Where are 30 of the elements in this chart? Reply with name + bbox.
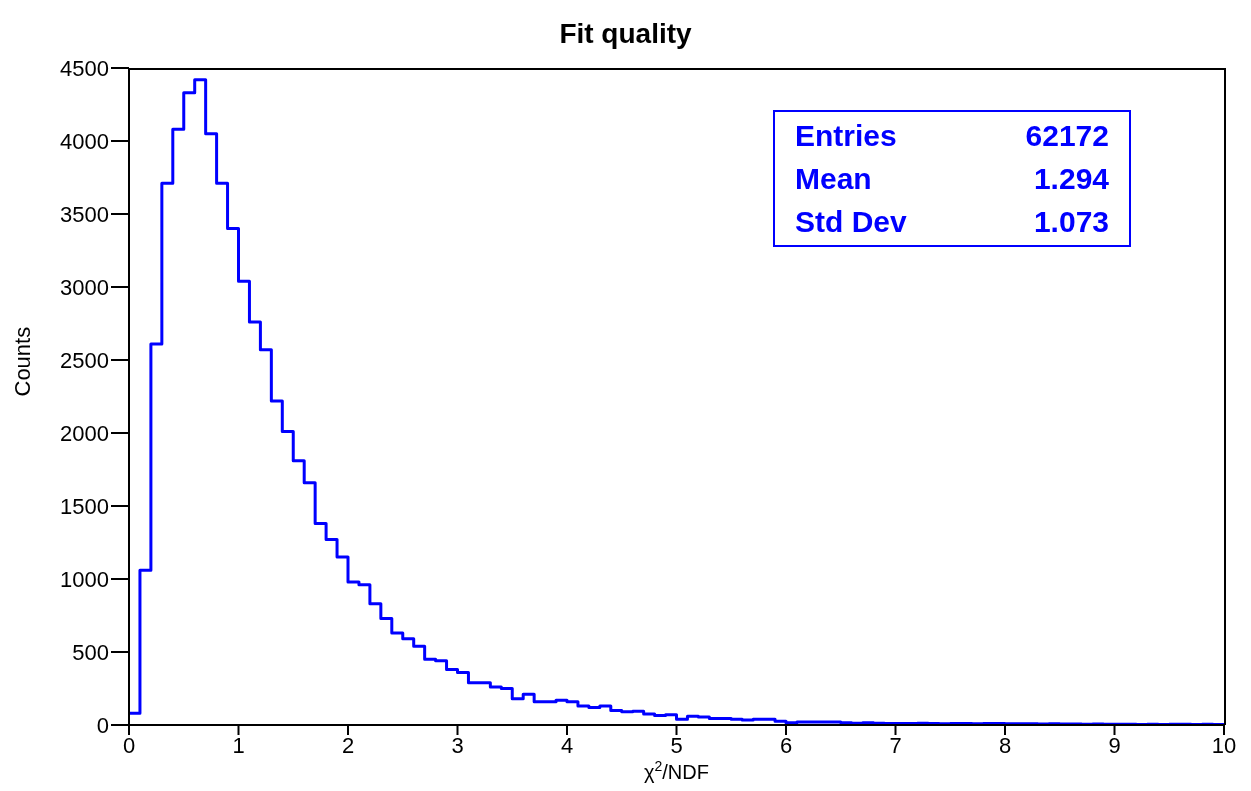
x-tick-label: 1 — [232, 732, 245, 758]
annotation: 1.073 — [1032, 204, 1109, 240]
y-axis-title: Counts — [9, 326, 35, 397]
y-tick-label: 1000 — [60, 566, 109, 592]
x-tick-label: 3 — [451, 732, 464, 758]
x-tick-label: 7 — [889, 732, 902, 758]
y-tick-label: 500 — [72, 639, 109, 665]
annotation: 1.294 — [1032, 161, 1109, 197]
annotation: Entries — [795, 118, 898, 154]
x-tick-label: 2 — [341, 732, 355, 758]
y-tick-label: 4000 — [60, 128, 109, 154]
y-tick-label: 4500 — [60, 55, 109, 81]
x-tick-label: 9 — [1108, 732, 1121, 758]
x-axis-title: χ$^{2}$/NDF — [644, 758, 709, 783]
y-tick-label: 2000 — [60, 420, 109, 446]
chart-title: Fit quality — [558, 18, 693, 50]
x-tick-label: 0 — [122, 732, 136, 758]
y-tick-label: 3500 — [60, 201, 109, 227]
x-tick-label: 5 — [670, 732, 683, 758]
x-tick-label: 6 — [779, 732, 793, 758]
annotation: 62172 — [1025, 118, 1109, 154]
y-tick-label: 2500 — [60, 347, 109, 373]
x-tick-label: 8 — [998, 732, 1012, 758]
x-tick-label: 4 — [560, 732, 574, 758]
annotation: Std Dev — [795, 204, 908, 240]
y-tick-label: 3000 — [60, 274, 109, 300]
y-tick-label: 1500 — [60, 493, 109, 519]
y-tick-label: 0 — [96, 712, 109, 738]
x-tick-label: 10 — [1211, 732, 1237, 758]
annotation: Mean — [795, 161, 873, 197]
